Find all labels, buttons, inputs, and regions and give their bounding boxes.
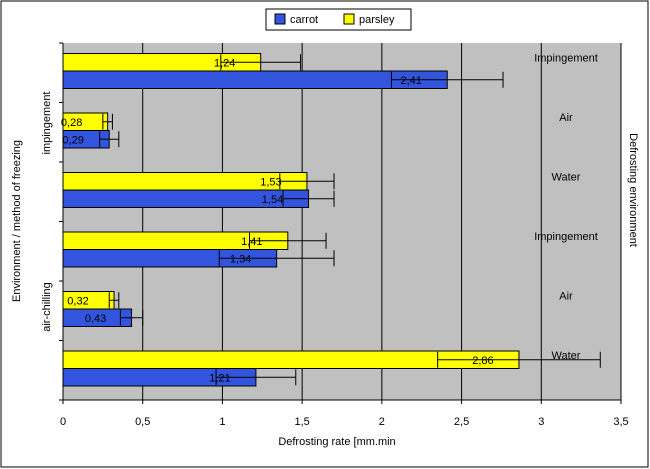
legend-box (265, 8, 412, 31)
environment-label: Water (552, 172, 581, 184)
y-axis-ticks (59, 42, 63, 401)
legend-label-parsley: parsley (359, 14, 395, 26)
environment-label: Water (552, 350, 581, 362)
x-tick-label: 3 (538, 416, 544, 428)
freezing-label-air-chilling: air-chilling (41, 282, 53, 332)
y-axis-label: Environment / method of freezing (11, 140, 23, 302)
bar-value-label-carrot: 2,41 (401, 75, 422, 87)
x-tick-label: 2 (379, 416, 385, 428)
x-axis-ticks: 0 0,5 1 1,5 2 2,5 3 3,5 (60, 400, 629, 428)
bar-value-label-parsley: 1,41 (241, 236, 262, 248)
bar-value-label-parsley: 1,53 (260, 176, 281, 188)
bar-value-label-carrot: 0,29 (63, 134, 84, 146)
bar-value-label-carrot: 1,21 (209, 372, 230, 384)
error-bars (99, 54, 601, 386)
legend-label-carrot: carrot (290, 14, 318, 26)
bar-carrot (62, 70, 448, 89)
freezing-label-impingement: impingement (41, 92, 53, 155)
x-tick-label: 1 (219, 416, 225, 428)
environment-label: Air (559, 112, 573, 124)
gridlines (142, 43, 622, 400)
environment-label: Air (559, 291, 573, 303)
x-axis-label: Defrosting rate [mm.min (278, 436, 395, 448)
bar-value-label-carrot: 0,43 (85, 313, 106, 325)
x-tick-label: 1,5 (294, 416, 309, 428)
plot-area (63, 43, 621, 400)
bar-value-label-parsley: 0,32 (67, 295, 88, 307)
legend-swatch-carrot (274, 13, 286, 25)
bar-value-label-carrot: 1,34 (230, 253, 251, 265)
environment-labels: Impingement Air Water Impingement Air Water (534, 53, 598, 363)
legend: carrot parsley (265, 8, 412, 31)
x-tick-label: 3,5 (613, 416, 628, 428)
bars (62, 53, 520, 387)
bar-value-labels: 1,24 2,41 0,28 0,29 1,53 1,54 1,41 1,34 0,32 0,43… (61, 57, 494, 384)
bar-value-label-parsley: 2,86 (472, 355, 493, 367)
right-axis-label: Defrosting environment (627, 133, 639, 247)
environment-label: Impingement (534, 231, 598, 243)
x-tick-label: 0 (60, 416, 66, 428)
bar-value-label-parsley: 1,24 (214, 57, 235, 69)
bar-value-label-carrot: 1,54 (262, 194, 283, 206)
x-tick-label: 2,5 (454, 416, 469, 428)
bar-value-label-parsley: 0,28 (61, 117, 82, 129)
environment-label: Impingement (534, 53, 598, 65)
x-tick-label: 0,5 (135, 416, 150, 428)
legend-swatch-parsley (343, 13, 355, 25)
